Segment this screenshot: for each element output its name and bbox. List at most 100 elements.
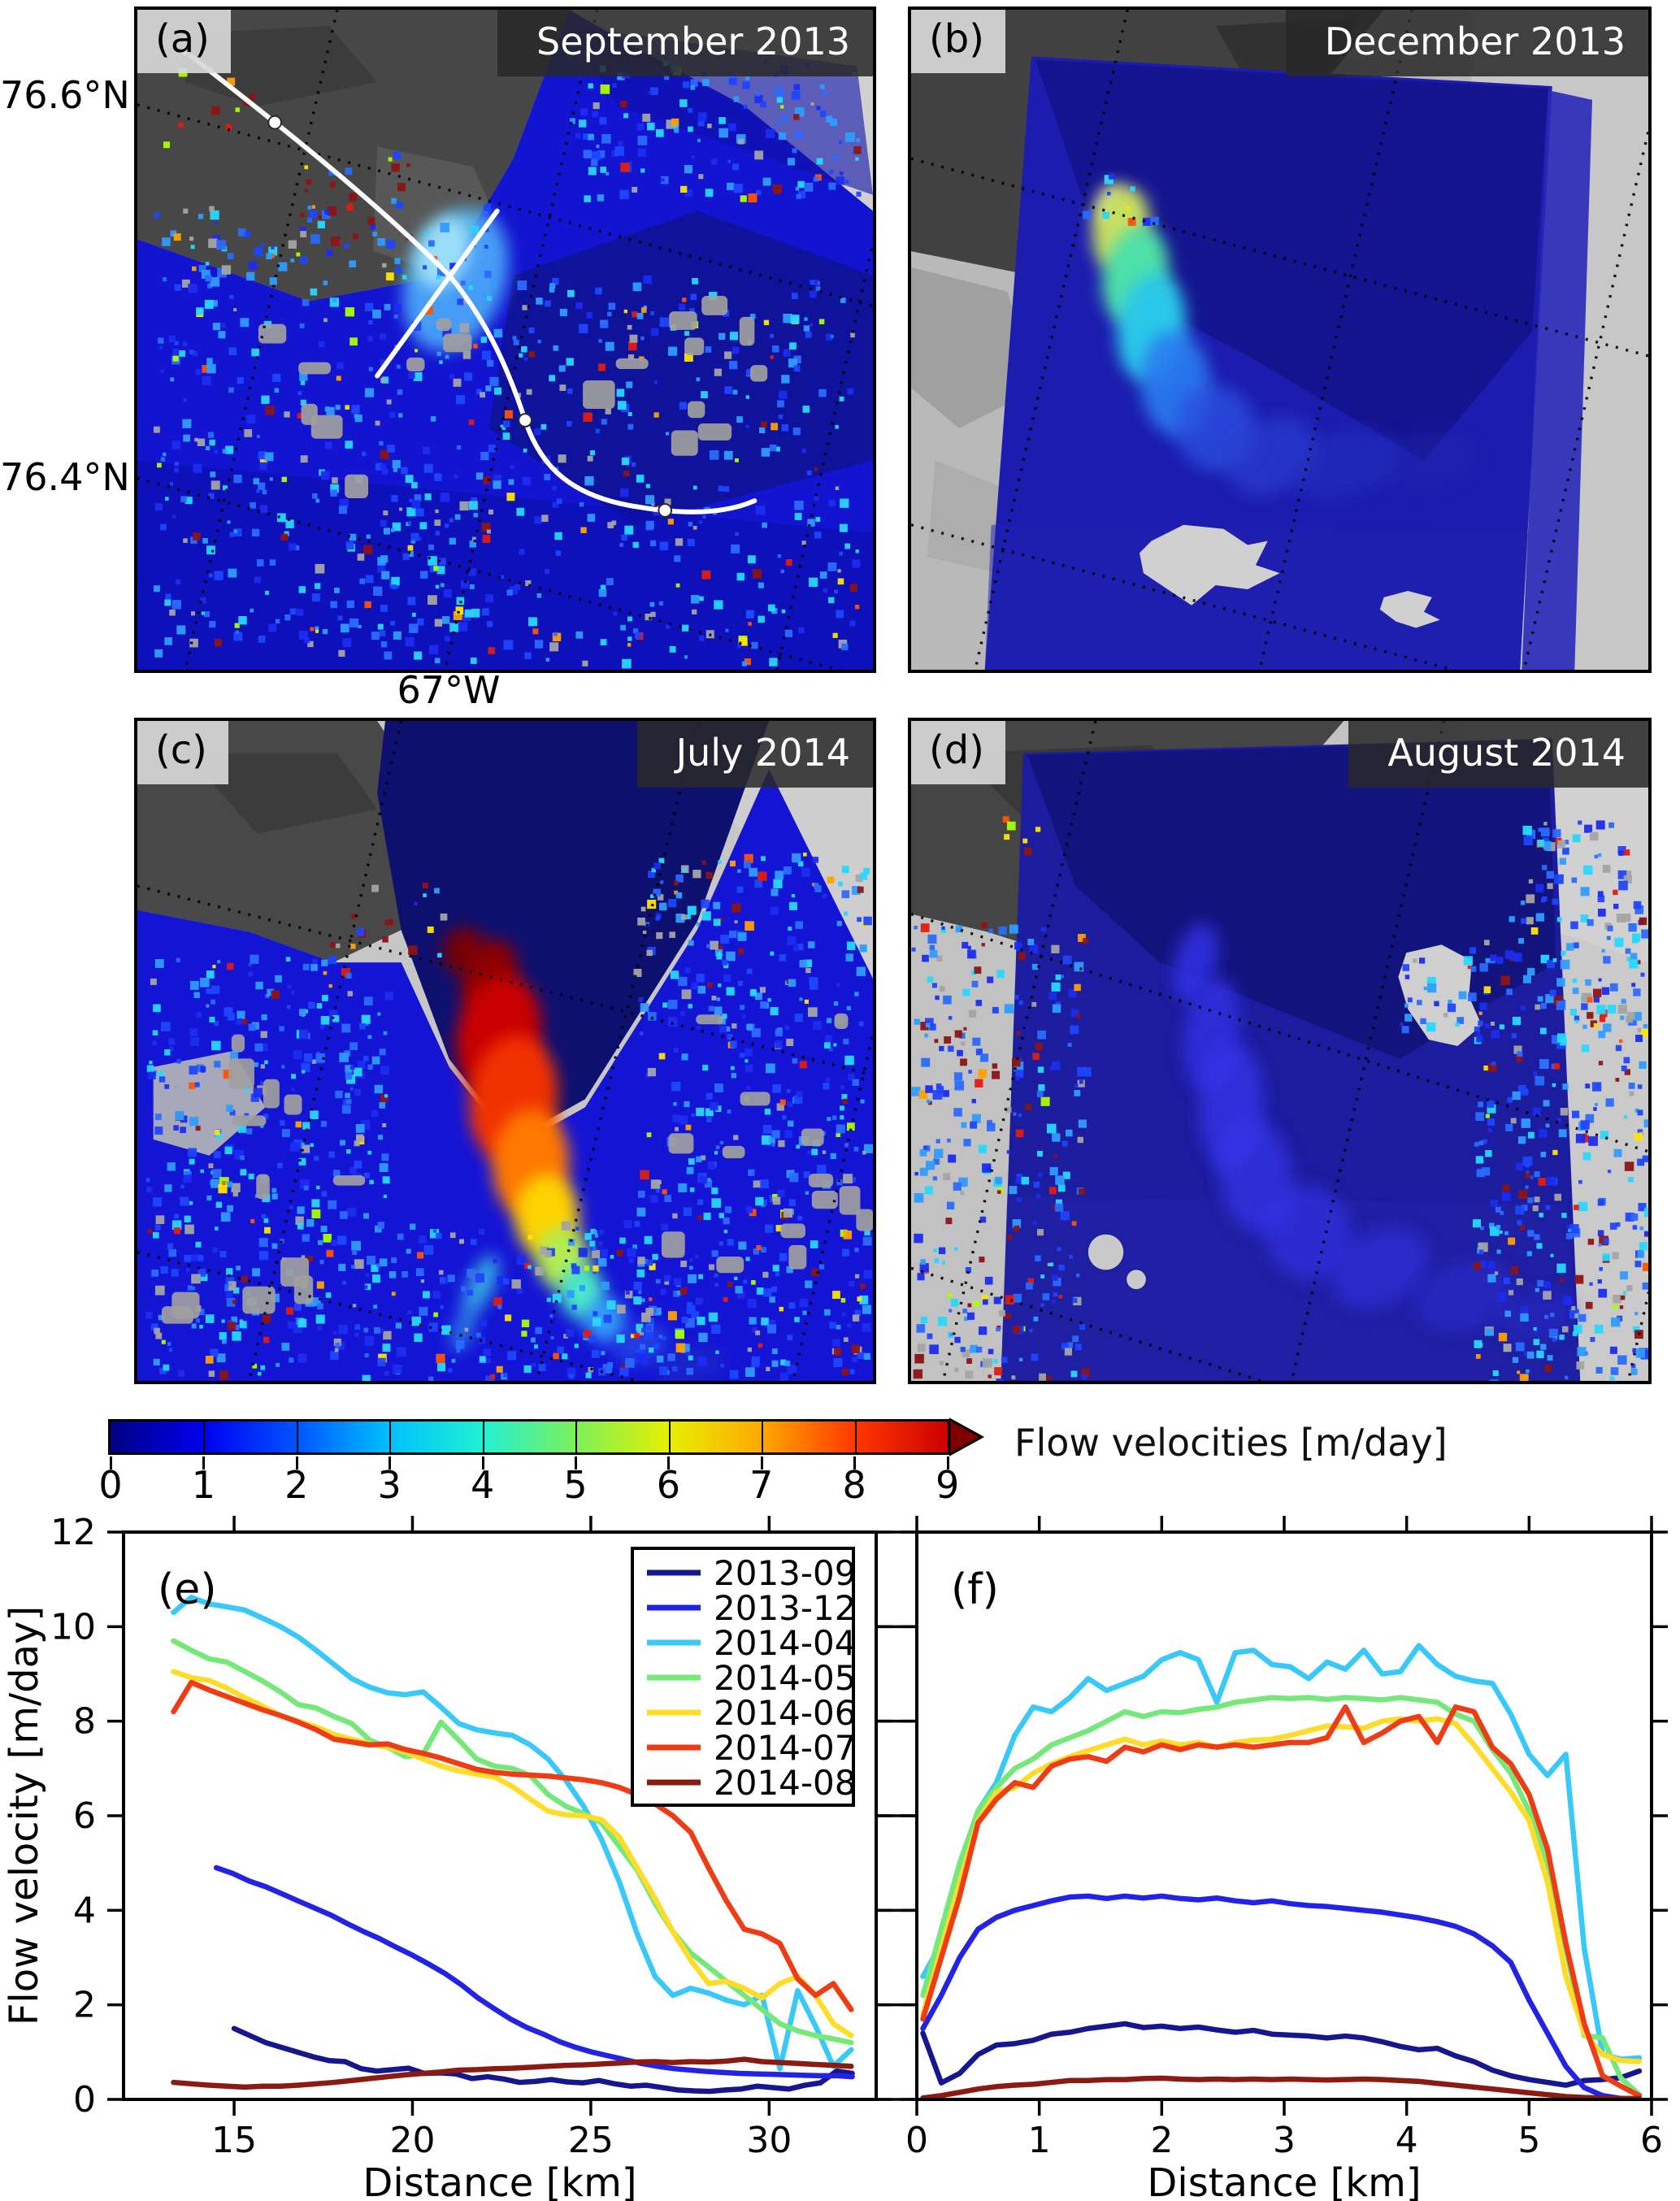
colorbar-tick <box>760 1456 763 1470</box>
lat-label-upper: 76.6°N <box>0 73 130 117</box>
legend-entry-2014-08: 2014-08 <box>647 1763 857 1803</box>
x-tick-label: 30 <box>746 2120 792 2161</box>
map-panel-d: (d) August 2014 <box>908 718 1652 1384</box>
series-2014-04-line <box>920 1643 1643 2062</box>
colorbar-segment-line <box>203 1422 206 1452</box>
speckle-field <box>330 882 448 958</box>
map-panel-b: (b) December 2013 <box>908 7 1652 673</box>
series-2014-07-line <box>920 1704 1643 2099</box>
speckle-field <box>1472 914 1648 1381</box>
colorbar-title: Flow velocities [m/day] <box>1014 1421 1448 1465</box>
terrain-patches <box>161 1034 366 1324</box>
legend-label: 2014-05 <box>714 1658 857 1698</box>
colorbar-segment-line <box>389 1422 392 1452</box>
colorbar-segment-line <box>575 1422 578 1452</box>
colorbar-segment-line <box>854 1422 857 1452</box>
x-tick-label: 1 <box>1028 2120 1051 2161</box>
colorbar-tick-label: 4 <box>470 1463 495 1507</box>
panel-label-d: (d) <box>911 721 1005 784</box>
x-tick-label: 6 <box>1640 2120 1663 2161</box>
lat-label-lower: 76.4°N <box>0 455 130 499</box>
terrain-patches <box>583 295 768 456</box>
speckle-field <box>1083 173 1159 226</box>
legend-entry-2014-04: 2014-04 <box>647 1623 857 1663</box>
y-tick-label: 6 <box>73 1795 96 1837</box>
terrain-patches <box>258 318 472 498</box>
legend-entry-2014-05: 2014-05 <box>647 1658 857 1698</box>
series-2013-12-line <box>213 1865 855 2080</box>
series-2013-09-line <box>231 2025 855 2095</box>
legend-entry-2013-09: 2013-09 <box>647 1553 857 1593</box>
x-tick-label: 20 <box>389 2120 435 2161</box>
x-tick-label: 4 <box>1396 2120 1418 2161</box>
colorbar-tick <box>110 1456 112 1470</box>
legend-label: 2014-08 <box>714 1763 857 1803</box>
x-tick-label: 5 <box>1517 2120 1540 2161</box>
series-2014-07-line <box>171 1679 854 2012</box>
colorbar-tick <box>295 1456 298 1470</box>
speckle-field <box>145 954 394 1380</box>
speckle-field <box>1520 820 1644 923</box>
series-2014-05-line <box>171 1638 854 2046</box>
glacier-tongue <box>1092 183 1480 499</box>
panel-title-c: July 2014 <box>636 721 873 788</box>
colorbar-tick <box>853 1456 857 1470</box>
panel-label-a: (a) <box>137 10 231 73</box>
x-tick-label: 25 <box>568 2120 614 2161</box>
colorbar-tick <box>946 1456 949 1470</box>
legend-label: 2014-07 <box>714 1728 857 1768</box>
y-axis-title: Flow velocity [m/day] <box>2 1606 47 2025</box>
y-tick-label: 4 <box>73 1890 96 1931</box>
x-axis-title-f: Distance [km] <box>1147 2160 1421 2201</box>
colorbar-segment-line <box>762 1422 764 1452</box>
series-2014-08-line <box>920 2075 1643 2099</box>
legend-entry-2014-06: 2014-06 <box>647 1693 857 1733</box>
colorbar-tick-label: 8 <box>842 1463 866 1507</box>
map-d-canvas <box>911 721 1648 1381</box>
colorbar-gradient <box>108 1419 950 1455</box>
colorbar-tick-label: 6 <box>656 1463 681 1507</box>
panel-label-b: (b) <box>911 10 1005 73</box>
series-2014-04-line <box>171 1595 854 2072</box>
map-c-canvas <box>137 721 873 1381</box>
series-2014-08-line <box>171 2056 854 2090</box>
speckle-field <box>377 444 861 669</box>
series-2014-05-line <box>920 1695 1643 2098</box>
chart-panel-label-e: (e) <box>158 1565 217 1614</box>
series-2013-09-line <box>920 2021 1643 2088</box>
colorbar-tick-label: 3 <box>377 1463 402 1507</box>
speckle-field <box>569 59 862 203</box>
series-2013-12-line <box>920 1893 1643 2099</box>
map-panel-c: (c) July 2014 <box>134 718 876 1384</box>
y-tick-label: 8 <box>73 1701 96 1743</box>
plot-frame-f <box>915 1530 1653 2101</box>
lon-label: 67°W <box>397 668 501 712</box>
speckle-field <box>300 151 413 246</box>
colorbar-segment-line <box>482 1422 484 1452</box>
x-tick-label: 15 <box>211 2120 257 2161</box>
colorbar-tick-label: 5 <box>563 1463 588 1507</box>
axis-ticks-f <box>901 1516 1668 2116</box>
chart-panel-label-f: (f) <box>951 1565 999 1614</box>
colorbar-tick <box>202 1456 206 1470</box>
panel-title-b: December 2013 <box>1285 10 1648 76</box>
colorbar-tick-label: 1 <box>191 1463 216 1507</box>
y-tick-label: 10 <box>50 1606 96 1647</box>
panel-label-c: (c) <box>137 721 228 784</box>
speckle-field <box>911 922 1092 1381</box>
y-tick-label: 2 <box>73 1985 96 2026</box>
speckle-field <box>489 275 855 441</box>
y-tick-label: 0 <box>73 2079 96 2121</box>
colorbar-segment-line <box>668 1422 671 1452</box>
speckle-field <box>1002 816 1041 856</box>
map-a-canvas <box>137 10 873 670</box>
panel-title-a: September 2013 <box>497 10 873 76</box>
speckle-field <box>1400 947 1491 1034</box>
colorbar-segment-line <box>296 1422 298 1452</box>
terrain-patches <box>661 1013 873 1274</box>
x-tick-label: 3 <box>1273 2120 1296 2161</box>
legend-entry-2014-07: 2014-07 <box>647 1728 857 1768</box>
x-tick-label: 2 <box>1150 2120 1173 2161</box>
